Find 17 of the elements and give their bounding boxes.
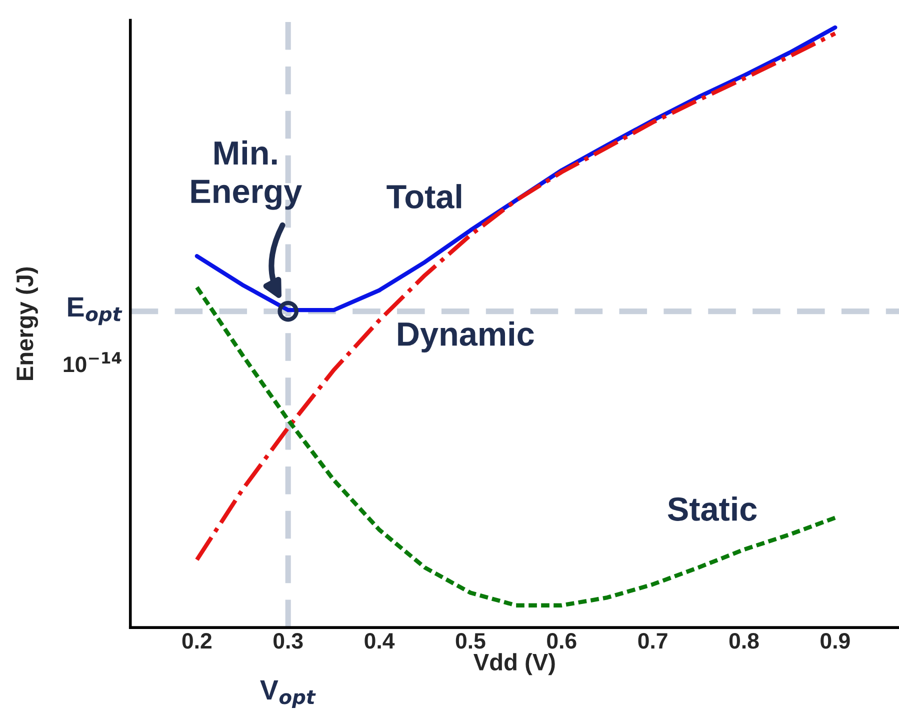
x-axis-title: Vdd (V) bbox=[474, 653, 555, 676]
x-tick-label: 0.8 bbox=[729, 633, 759, 649]
x-tick-label: 0.2 bbox=[182, 633, 212, 649]
text: 10$^{−14}$ bbox=[64, 352, 122, 372]
ref-line-label: V$_{opt}$ bbox=[260, 680, 316, 708]
x-tick-label: 0.7 bbox=[638, 633, 668, 649]
ref-line-label: E$_{opt}$ bbox=[68, 297, 122, 326]
x-tick-label: 0.6 bbox=[547, 633, 576, 649]
series-label: Static bbox=[668, 496, 757, 521]
x-tick-label: 0.9 bbox=[820, 633, 850, 649]
x-tick-label: 0.5 bbox=[456, 633, 486, 649]
x-tick-label: 0.3 bbox=[274, 633, 303, 649]
annotation: Min. Energy bbox=[191, 140, 302, 210]
x-tick-label: 0.4 bbox=[364, 633, 395, 649]
series-label: Total bbox=[386, 184, 462, 209]
series-label: Dynamic bbox=[398, 321, 534, 353]
y-axis-title: Energy (J) bbox=[16, 267, 38, 380]
